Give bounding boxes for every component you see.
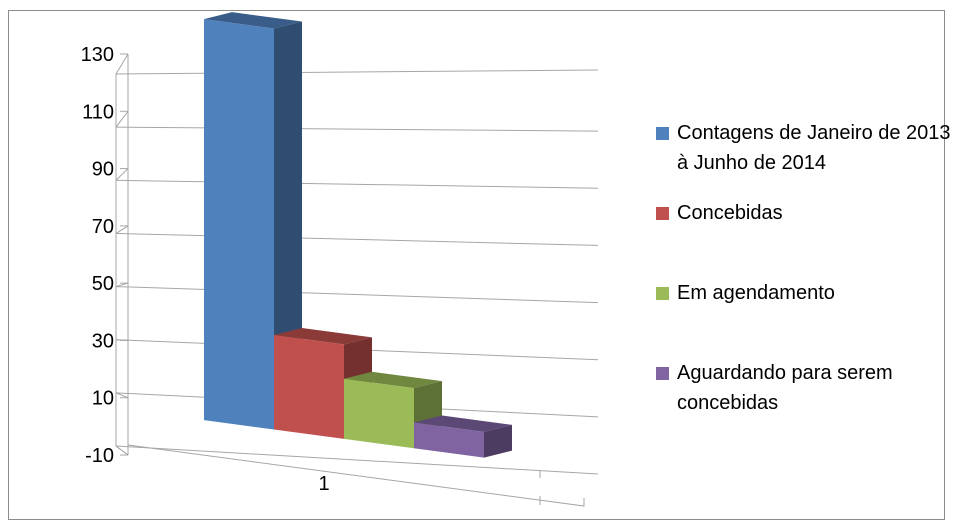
side-gridline <box>115 225 129 234</box>
side-gridline <box>115 168 129 181</box>
legend-swatch <box>656 207 669 220</box>
gridline <box>115 179 599 189</box>
legend-swatch <box>656 127 669 140</box>
gridline <box>115 445 599 475</box>
gridline <box>115 286 599 304</box>
side-gridline <box>115 53 129 75</box>
y-tick-label: 90 <box>92 159 114 181</box>
bar <box>344 378 414 449</box>
legend-label: Contagens de Janeiro de 2013 à Junho de … <box>677 122 951 174</box>
bar-side <box>484 424 512 458</box>
x-category-label: 1 <box>318 473 329 495</box>
legend-swatch <box>656 367 669 380</box>
bars <box>204 12 512 458</box>
y-tick-label: 30 <box>92 330 114 352</box>
side-gridline <box>115 110 129 128</box>
bar-top <box>344 371 442 389</box>
bar-top <box>414 415 512 432</box>
y-tick-label: 130 <box>81 44 114 66</box>
gridline <box>115 69 599 75</box>
bar-top <box>204 12 302 29</box>
y-axis-tick-labels: 130 110 90 70 50 30 10 -10 <box>81 44 114 467</box>
bar-side <box>274 21 302 430</box>
y-tick-label: 110 <box>82 101 114 123</box>
gridline <box>115 126 599 132</box>
y-tick-label: 70 <box>92 216 114 238</box>
legend-swatch <box>656 287 669 300</box>
gridlines <box>115 53 599 475</box>
y-tick-label: 10 <box>92 388 114 410</box>
bar <box>274 335 344 439</box>
side-gridline <box>115 282 129 288</box>
floor-edge <box>127 444 585 507</box>
bar <box>204 19 274 430</box>
y-tick-label: 50 <box>92 273 114 295</box>
side-gridline <box>115 445 129 456</box>
bar-top <box>274 328 372 345</box>
legend-label: Em agendamento <box>677 282 835 304</box>
legend-label: Aguardando para serem concebidas <box>677 362 893 414</box>
gridline <box>115 232 599 246</box>
legend-label: Concebidas <box>677 202 783 224</box>
bar-group <box>204 12 302 430</box>
bar <box>414 422 484 458</box>
bar-group <box>414 415 512 458</box>
y-tick-label: -10 <box>85 445 114 467</box>
side-gridline <box>115 392 129 399</box>
